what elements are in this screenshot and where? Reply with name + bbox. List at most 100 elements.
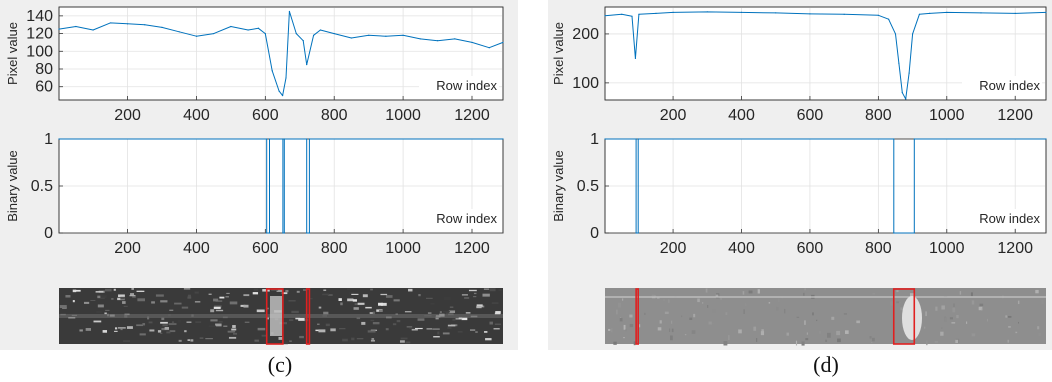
texture-speck [137,298,145,302]
defect-marker-box [892,288,916,345]
data-point [271,70,273,72]
texture-speck [664,311,669,314]
texture-speck [215,300,223,302]
texture-speck [243,294,250,297]
strip-c-marker-boxes [265,288,311,345]
x-tick-label: 600 [797,107,824,124]
annotation-bg [962,209,1042,228]
texture-speck [816,319,818,322]
x-tick-label: 1000 [385,107,421,124]
series-line [605,138,1046,234]
texture-speck [104,288,112,292]
texture-speck [707,305,709,308]
texture-speck [164,327,169,330]
x-tick-label: 200 [660,107,687,124]
x-tick-label: 800 [865,107,892,124]
texture-speck [338,298,342,301]
texture-speck [1001,307,1003,312]
texture-speck [370,319,375,322]
texture-line [605,296,1046,298]
texture-speck [495,311,501,314]
texture-speck [483,288,490,290]
texture-speck [323,289,327,292]
texture-speck [219,296,225,299]
texture-speck [1015,331,1018,334]
texture-speck [442,332,450,335]
texture-speck [461,294,468,296]
texture-speck [705,288,708,293]
texture-speck [266,316,269,320]
texture-speck [433,336,440,338]
series-line [604,11,1047,100]
texture-speck [285,289,289,293]
texture-speck [796,316,800,318]
texture-speck [371,338,375,340]
texture-speck [199,337,204,339]
x-tick-label: 600 [797,240,824,257]
texture-speck [952,307,956,313]
texture-speck [618,302,622,308]
texture-speck [130,293,135,296]
data-point [637,138,639,140]
data-point [308,232,311,234]
x-tick-label: 1200 [454,107,490,124]
texture-speck [909,293,914,297]
texture-speck [622,298,624,301]
texture-speck [426,328,433,330]
data-point [488,47,490,49]
texture-speck [187,294,191,297]
data-point [264,32,266,35]
y-axis-label: Pixel value [5,22,20,85]
texture-speck [405,341,411,344]
y-tick-label: 0.5 [31,178,53,195]
texture-speck [623,324,626,330]
texture-speck [93,320,102,323]
texture-speck [90,299,96,302]
data-point [655,12,657,14]
y-tick-label: 1 [590,131,599,148]
texture-speck [662,298,666,302]
data-point [58,28,60,30]
texture-speck [461,317,468,321]
defect-marker-box [305,288,311,345]
data-point [888,18,890,20]
texture-speck [151,301,155,304]
annotation-bg [419,76,499,95]
texture-speck [365,306,372,309]
texture-speck [174,302,182,305]
texture-speck [951,322,956,324]
texture-speck [132,296,136,298]
texture-speck [194,291,199,294]
texture-speck [657,297,660,299]
texture-speck [671,320,673,324]
data-point [295,32,297,35]
texture-speck [484,331,488,333]
data-point [302,40,304,42]
texture-speck [295,317,301,320]
data-point [1014,12,1016,14]
texture-speck [691,330,696,334]
caption-d: (d) [813,352,839,377]
x-tick-label: 800 [321,107,348,124]
texture-speck [616,309,618,315]
data-point [908,72,910,74]
texture-speck [75,289,81,292]
texture-speck [926,340,928,346]
texture-speck [210,319,218,322]
texture-speck [142,323,146,326]
texture-speck [1038,332,1042,337]
texture-speck [449,306,454,308]
data-point [454,38,456,40]
texture-speck [447,324,456,327]
texture-speck [498,288,502,291]
texture-speck [778,298,780,303]
texture-speck [684,334,687,336]
texture-speck [697,298,700,303]
texture-speck [347,298,354,302]
texture-speck [356,338,364,340]
texture-speck [65,295,71,298]
texture-speck [812,312,814,316]
texture-speck [361,321,366,325]
data-point [268,138,271,140]
